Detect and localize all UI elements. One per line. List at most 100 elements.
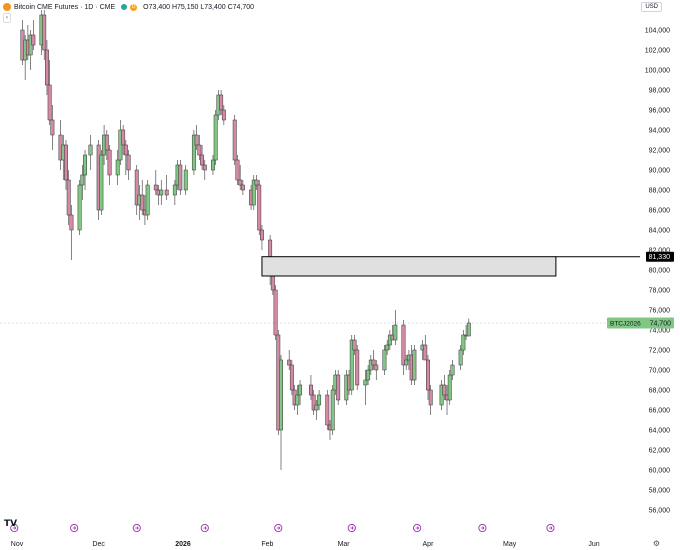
candle-down bbox=[352, 339, 357, 351]
candle-up bbox=[183, 169, 188, 191]
collapse-legend-button[interactable]: ‹ bbox=[3, 13, 11, 23]
y-tick-label: 78,000 bbox=[649, 288, 671, 295]
candle-down bbox=[178, 164, 183, 191]
x-tick-label: Apr bbox=[423, 541, 435, 548]
symbol-header: Bitcoin CME Futures · 1D · CME D O73,400… bbox=[0, 0, 640, 14]
x-tick-label: Jun bbox=[588, 541, 599, 548]
event-arrow bbox=[135, 526, 139, 530]
y-tick-label: 92,000 bbox=[649, 148, 671, 155]
candle-down bbox=[200, 154, 205, 166]
x-tick-label: 2026 bbox=[175, 541, 191, 548]
supply-zone[interactable] bbox=[261, 256, 557, 277]
event-arrow bbox=[276, 526, 281, 530]
y-tick-label: 88,000 bbox=[649, 188, 671, 195]
event-arrow bbox=[415, 526, 420, 530]
candle-up bbox=[145, 184, 150, 216]
candle-up bbox=[279, 359, 283, 431]
candle-up bbox=[191, 134, 196, 171]
candle-down bbox=[50, 119, 55, 136]
market-open-icon bbox=[121, 4, 128, 10]
candle-up bbox=[211, 159, 215, 171]
candle-down bbox=[423, 344, 428, 361]
candle-down bbox=[164, 189, 169, 196]
candle-up bbox=[251, 179, 256, 206]
event-arrow bbox=[72, 526, 77, 530]
candle-down bbox=[66, 179, 71, 216]
candle-down bbox=[140, 194, 145, 211]
x-tick-label: Feb bbox=[261, 541, 273, 548]
candle-up bbox=[363, 379, 368, 386]
y-tick-label: 94,000 bbox=[649, 128, 671, 135]
gear-icon[interactable]: ⚙ bbox=[652, 539, 660, 548]
y-tick-label: 104,000 bbox=[645, 28, 670, 35]
y-tick-label: 70,000 bbox=[649, 368, 671, 375]
candle-down bbox=[64, 144, 68, 181]
y-tick-label: 98,000 bbox=[649, 88, 671, 95]
event-arrow bbox=[480, 526, 485, 530]
y-tick-label: 102,000 bbox=[645, 48, 670, 55]
candle-down bbox=[123, 144, 128, 156]
candle-up bbox=[385, 344, 390, 351]
candle-up bbox=[458, 349, 463, 366]
y-tick-label: 90,000 bbox=[649, 168, 671, 175]
candle-up bbox=[450, 364, 455, 376]
last-price-label: 74,700 bbox=[650, 321, 672, 328]
candle-down bbox=[308, 384, 313, 396]
candle-down bbox=[257, 184, 262, 231]
candle-down bbox=[336, 374, 341, 401]
y-tick-label: 66,000 bbox=[649, 408, 671, 415]
event-markers bbox=[10, 523, 555, 533]
candle-up bbox=[88, 144, 93, 156]
candle-down bbox=[273, 289, 278, 336]
price-axis[interactable]: 56,000 58,000 60,000 62,000 64,000 66,000 68,0… bbox=[645, 28, 670, 515]
candle-down bbox=[202, 164, 207, 171]
time-axis[interactable]: Nov Dec 2026 Feb Mar Apr May Jun bbox=[11, 541, 600, 548]
candle-down bbox=[134, 169, 139, 206]
event-arrow bbox=[12, 526, 17, 530]
candle-up bbox=[330, 389, 335, 431]
candle-down bbox=[104, 134, 109, 151]
y-tick-label: 80,000 bbox=[649, 268, 671, 275]
event-arrow bbox=[203, 526, 207, 530]
x-tick-label: Nov bbox=[11, 541, 24, 548]
y-tick-label: 62,000 bbox=[649, 448, 671, 455]
y-tick-label: 84,000 bbox=[649, 228, 671, 235]
candle-down bbox=[289, 364, 294, 391]
candle-up bbox=[295, 394, 300, 406]
y-tick-label: 60,000 bbox=[649, 468, 671, 475]
candle-up bbox=[99, 154, 104, 211]
candle-up bbox=[159, 189, 164, 196]
candle-down bbox=[232, 119, 237, 161]
candle-down bbox=[235, 159, 240, 181]
candle-down bbox=[107, 149, 112, 176]
candle-down bbox=[371, 359, 376, 366]
candle-down bbox=[219, 94, 224, 111]
candle-down bbox=[270, 274, 275, 291]
ohlc-values: O73,400 H75,150 L73,400 C74,700 bbox=[143, 3, 255, 11]
y-tick-label: 58,000 bbox=[649, 488, 671, 495]
event-arrow bbox=[548, 526, 553, 530]
level-price-label: 81,330 bbox=[649, 254, 671, 261]
candle-down bbox=[238, 179, 243, 186]
candle-down bbox=[31, 34, 36, 46]
y-tick-label: 96,000 bbox=[649, 108, 671, 115]
y-tick-label: 64,000 bbox=[649, 428, 671, 435]
candle-up bbox=[213, 114, 218, 161]
candle-up bbox=[349, 339, 354, 391]
symbol-title[interactable]: Bitcoin CME Futures · 1D · CME bbox=[14, 3, 116, 11]
candle-down bbox=[442, 384, 447, 396]
x-tick-label: Dec bbox=[92, 541, 105, 548]
y-tick-label: 76,000 bbox=[649, 308, 671, 315]
candle-down bbox=[126, 154, 131, 171]
candle-down bbox=[311, 394, 316, 411]
x-tick-label: May bbox=[503, 541, 517, 548]
candle-down bbox=[153, 184, 158, 191]
candle-down bbox=[197, 144, 202, 156]
candle-up bbox=[366, 369, 371, 381]
candle-down bbox=[428, 389, 433, 406]
candle-down bbox=[287, 359, 292, 366]
candle-up bbox=[412, 349, 417, 381]
currency-selector[interactable]: USD bbox=[641, 2, 662, 12]
candle-down bbox=[374, 364, 379, 371]
